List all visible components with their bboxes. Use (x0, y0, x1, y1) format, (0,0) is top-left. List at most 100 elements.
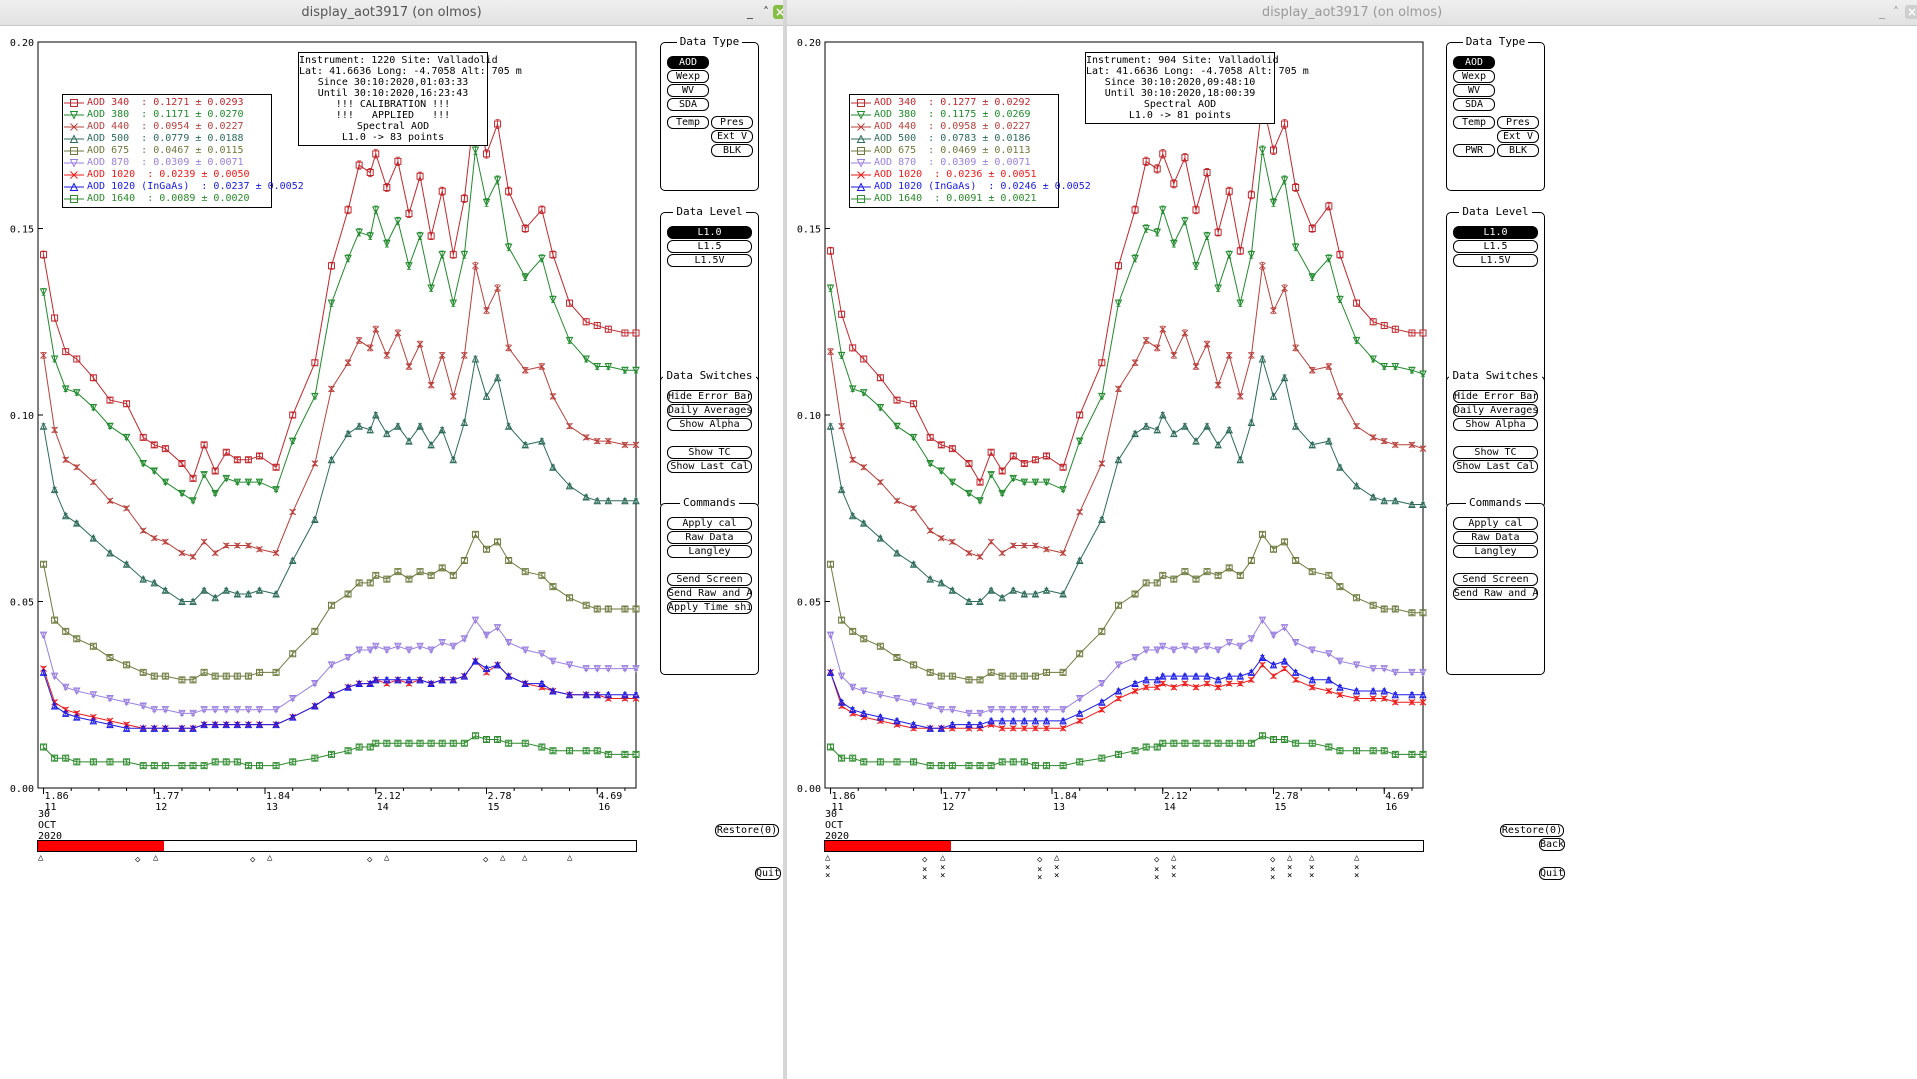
error-bar (1371, 602, 1376, 608)
error-bar (1238, 572, 1243, 578)
blk-button[interactable]: BLK (711, 144, 753, 157)
l1-0-button[interactable]: L1.0 (667, 226, 752, 239)
show-tc-button[interactable]: Show TC (667, 446, 752, 459)
data-point (449, 299, 458, 308)
error-bar (246, 457, 251, 463)
hide-error-bars-button[interactable]: Hide Error Bars (667, 390, 752, 403)
temp-button[interactable]: Temp (1453, 116, 1495, 129)
show-alpha-button[interactable]: Show Alpha (1453, 418, 1538, 431)
show-last-cal-button[interactable]: Show Last Cal (667, 460, 752, 473)
series-line (830, 735, 1423, 767)
data-point (1281, 538, 1289, 546)
maximize-icon[interactable]: ˄ (763, 5, 769, 19)
l1-5-button[interactable]: L1.5 (667, 240, 752, 253)
data-point (1408, 690, 1416, 699)
langley-button[interactable]: Langley (1453, 545, 1538, 558)
data-point (926, 527, 934, 534)
pres-button[interactable]: Pres (1497, 116, 1539, 129)
back-button[interactable]: Back (1539, 838, 1565, 851)
data-point (483, 307, 490, 314)
error-bar (523, 569, 528, 575)
data-point (50, 485, 59, 494)
sda-button[interactable]: SDA (667, 98, 709, 111)
quit-button[interactable]: Quit (755, 867, 781, 880)
apply-time-shift-button[interactable]: Apply Time shift (667, 601, 752, 614)
wexp-button[interactable]: Wexp (667, 70, 709, 83)
error-bar (1193, 576, 1198, 582)
y-tick-label: 0.05 (797, 598, 821, 609)
restore-button[interactable]: Restore(0) (1500, 824, 1564, 837)
data-point (1258, 146, 1267, 155)
send-raw-and-aod-button[interactable]: Send Raw and AOD (667, 587, 752, 600)
quit-button[interactable]: Quit (1539, 867, 1565, 880)
data-point (51, 314, 59, 322)
data-point (288, 694, 297, 703)
restore-button[interactable]: Restore(0) (715, 824, 779, 837)
ext-v-button[interactable]: Ext V (1497, 130, 1539, 143)
time-range-bar[interactable] (824, 840, 1424, 852)
send-screen-button[interactable]: Send Screen (1453, 573, 1538, 586)
apply-cal-button[interactable]: Apply cal (1453, 517, 1538, 530)
data-point (549, 583, 557, 591)
raw-data-button[interactable]: Raw Data (1453, 531, 1538, 544)
show-alpha-button[interactable]: Show Alpha (667, 418, 752, 431)
show-last-cal-button[interactable]: Show Last Cal (1453, 460, 1538, 473)
legend-marker-icon (851, 195, 871, 203)
time-range-bar[interactable] (37, 840, 637, 852)
close-icon[interactable]: × (773, 5, 783, 19)
apply-cal-button[interactable]: Apply cal (667, 517, 752, 530)
raw-data-button[interactable]: Raw Data (667, 531, 752, 544)
aod-button[interactable]: AOD (1453, 56, 1495, 69)
wexp-button[interactable]: Wexp (1453, 70, 1495, 83)
x-top-label: 1.86 (832, 791, 856, 802)
data-point (1419, 370, 1427, 379)
panel-title-text: Data Switches (663, 369, 756, 382)
data-point (1269, 631, 1278, 640)
data-point (123, 504, 130, 512)
hide-error-bars-button[interactable]: Hide Error Bars (1453, 390, 1538, 403)
close-icon[interactable]: × (1905, 5, 1917, 19)
daily-averages-button[interactable]: Daily Averages (667, 404, 752, 417)
send-screen-button[interactable]: Send Screen (667, 573, 752, 586)
maximize-icon[interactable]: ˄ (1893, 5, 1899, 19)
error-bar (357, 744, 362, 750)
x-hour-label: 15 (1275, 802, 1287, 813)
blk-button[interactable]: BLK (1497, 144, 1539, 157)
l1-5v-button[interactable]: L1.5V (667, 254, 752, 267)
l1-5-button[interactable]: L1.5 (1453, 240, 1538, 253)
wv-button[interactable]: WV (1453, 84, 1495, 97)
data-point (621, 329, 629, 337)
event-marker-icon: × (1309, 863, 1315, 873)
minimize-icon[interactable]: _ (1879, 5, 1885, 19)
data-point (1131, 590, 1139, 598)
l1-0-button[interactable]: L1.0 (1453, 226, 1538, 239)
data-point (582, 492, 590, 501)
data-point (1247, 251, 1256, 259)
data-point (394, 568, 402, 576)
langley-button[interactable]: Langley (667, 545, 752, 558)
legend-entry: AOD 380 : 0.1175 ± 0.0269 (850, 109, 1058, 121)
pres-button[interactable]: Pres (711, 116, 753, 129)
error-bar (966, 677, 971, 683)
minimize-icon[interactable]: _ (747, 5, 753, 19)
aod-button[interactable]: AOD (667, 56, 709, 69)
data-point (948, 445, 956, 453)
data-point (427, 646, 435, 655)
l1-5v-button[interactable]: L1.5V (1453, 254, 1538, 267)
daily-averages-button[interactable]: Daily Averages (1453, 404, 1538, 417)
show-tc-button[interactable]: Show TC (1453, 446, 1538, 459)
data-point (1158, 642, 1167, 651)
data-point (416, 739, 424, 747)
data-point (1032, 542, 1039, 549)
sda-button[interactable]: SDA (1453, 98, 1495, 111)
ext-v-button[interactable]: Ext V (711, 130, 753, 143)
data-point (189, 676, 197, 684)
send-raw-and-aod-button[interactable]: Send Raw and AOD (1453, 587, 1538, 600)
pwr-button[interactable]: PWR (1453, 144, 1495, 157)
wv-button[interactable]: WV (667, 84, 709, 97)
legend-entry: AOD 1640 : 0.0091 ± 0.0021 (850, 193, 1058, 205)
x-top-label: 1.77 (155, 791, 179, 802)
error-bar (191, 475, 196, 481)
data-point (566, 747, 574, 755)
temp-button[interactable]: Temp (667, 116, 709, 129)
